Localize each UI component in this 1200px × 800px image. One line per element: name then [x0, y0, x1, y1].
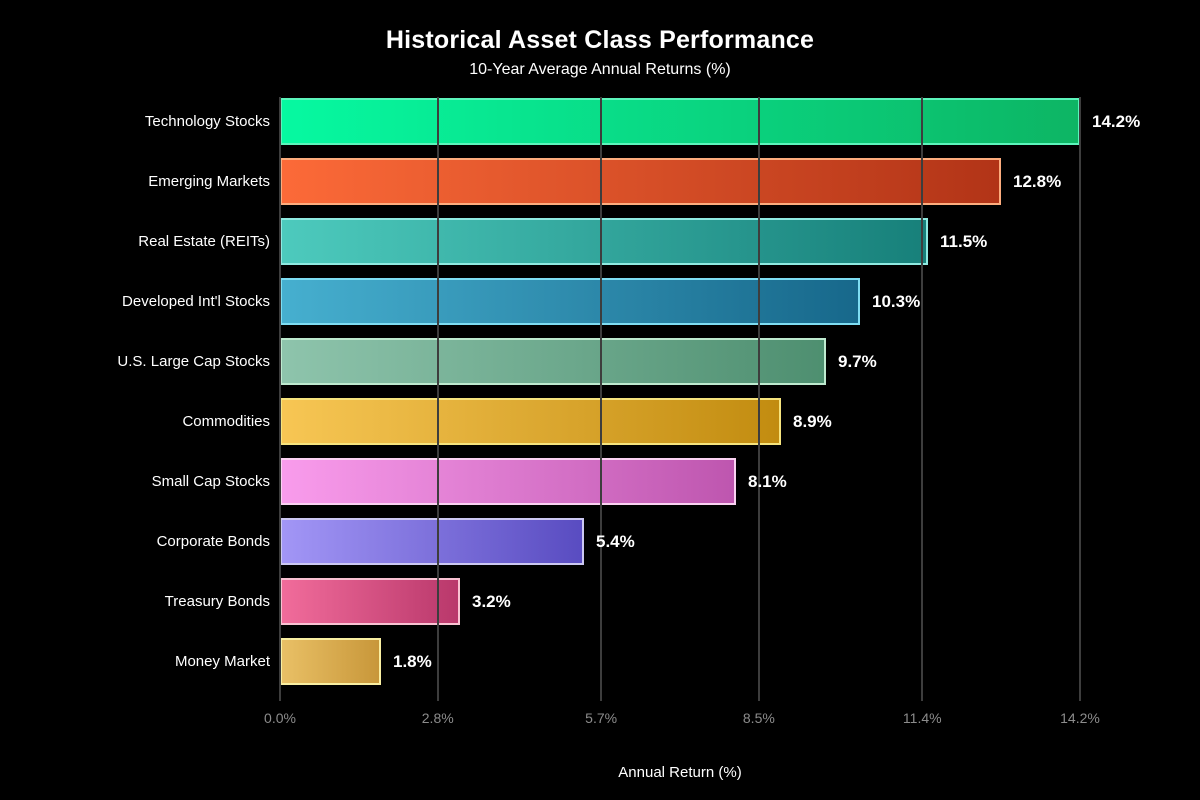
gridline: [757, 97, 760, 701]
x-axis-label: Annual Return (%): [618, 764, 742, 781]
value-label: 8.1%: [748, 472, 787, 491]
category-label: Real Estate (REITs): [138, 233, 270, 250]
chart-subtitle: 10-Year Average Annual Returns (%): [469, 61, 731, 78]
bar-treasury-bonds: [280, 578, 460, 625]
bar-small-cap-stocks: [280, 458, 736, 505]
x-tick-label: 2.8%: [421, 710, 454, 726]
category-label: Emerging Markets: [148, 173, 270, 190]
category-label: Small Cap Stocks: [151, 473, 270, 490]
bar-emerging-markets: [280, 158, 1001, 205]
category-label: U.S. Large Cap Stocks: [117, 353, 270, 370]
category-label: Corporate Bonds: [156, 533, 270, 550]
value-label: 12.8%: [1013, 172, 1062, 191]
bar-developed-int-l-stocks: [280, 278, 860, 325]
category-label: Technology Stocks: [144, 113, 270, 130]
bar-real-estate-reits-: [280, 218, 928, 265]
category-label: Money Market: [174, 653, 270, 670]
category-label: Treasury Bonds: [164, 593, 270, 610]
gridline: [279, 97, 281, 701]
value-label: 11.5%: [940, 232, 988, 251]
value-label: 1.8%: [393, 652, 432, 671]
x-tick-label: 11.4%: [902, 710, 942, 726]
x-tick-label: 0.0%: [264, 710, 296, 726]
x-tick-label: 5.7%: [585, 710, 618, 726]
x-tick-label: 8.5%: [742, 710, 775, 726]
category-label: Commodities: [182, 413, 270, 430]
value-label: 10.3%: [872, 292, 921, 311]
bar-corporate-bonds: [280, 518, 584, 565]
value-label: 8.9%: [793, 412, 832, 431]
gridline: [600, 97, 603, 701]
bar-technology-stocks: [280, 98, 1080, 145]
gridline: [436, 97, 439, 701]
chart-title: Historical Asset Class Performance: [385, 26, 815, 54]
bar-u-s-large-cap-stocks: [280, 338, 826, 385]
category-label: Developed Int'l Stocks: [122, 293, 270, 310]
gridline: [921, 97, 924, 701]
value-label: 14.2%: [1092, 112, 1141, 131]
gridline: [1079, 97, 1081, 701]
value-label: 9.7%: [838, 352, 877, 371]
value-label: 5.4%: [596, 532, 635, 551]
bar-commodities: [280, 398, 781, 445]
value-label: 3.2%: [472, 592, 511, 611]
bar-money-market: [280, 638, 381, 685]
x-tick-label: 14.2%: [1060, 710, 1100, 726]
